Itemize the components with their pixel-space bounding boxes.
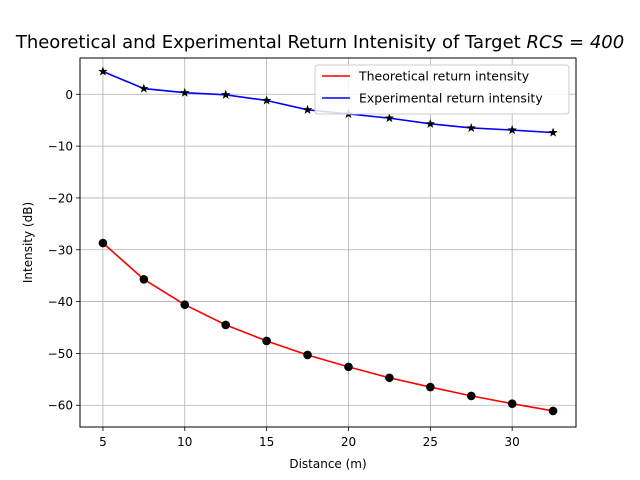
grid-layer bbox=[80, 58, 576, 427]
tick-layer: 5 10 15 20 25 30 −60 −50 −40 −30 −20 −10 0 bbox=[48, 88, 520, 449]
y-axis-label: Intensity (dB) bbox=[21, 202, 35, 283]
y-tick-label: −50 bbox=[48, 347, 73, 361]
data-point-theoretical bbox=[344, 362, 353, 372]
y-tick-label: −10 bbox=[48, 140, 73, 154]
legend-label-theoretical: Theoretical return intensity bbox=[358, 69, 530, 84]
data-point-experimental bbox=[220, 89, 231, 99]
chart-title: Theoretical and Experimental Return Inte… bbox=[15, 32, 624, 53]
data-point-theoretical bbox=[303, 350, 312, 360]
data-point-experimental bbox=[466, 122, 476, 133]
legend-box bbox=[314, 64, 570, 115]
data-point-experimental bbox=[425, 118, 436, 128]
legend-label-experimental: Experimental return intensity bbox=[359, 91, 543, 106]
data-point-experimental bbox=[384, 113, 395, 123]
x-tick-label: 30 bbox=[505, 435, 520, 449]
data-point-theoretical bbox=[139, 274, 149, 284]
x-tick-label: 10 bbox=[177, 435, 192, 449]
plot-frame bbox=[79, 57, 577, 428]
data-point-theoretical bbox=[426, 382, 435, 392]
y-tick-label: −40 bbox=[48, 295, 73, 309]
data-point-experimental bbox=[548, 127, 558, 137]
x-axis-label: Distance (m) bbox=[289, 457, 366, 471]
y-tick-label: 0 bbox=[65, 88, 73, 102]
series-line-theoretical bbox=[102, 242, 554, 412]
chart-title-plain: Theoretical and Experimental Return Inte… bbox=[15, 32, 527, 53]
x-tick-label: 25 bbox=[423, 435, 438, 449]
data-point-theoretical bbox=[98, 238, 108, 248]
data-point-theoretical bbox=[466, 391, 476, 401]
data-point-theoretical bbox=[507, 399, 517, 408]
data-point-experimental bbox=[139, 83, 149, 93]
data-point-experimental bbox=[98, 66, 108, 76]
legend: Theoretical return intensity Experimenta… bbox=[314, 64, 570, 115]
x-tick-label: 5 bbox=[99, 435, 107, 449]
data-point-experimental bbox=[507, 125, 517, 135]
y-tick-label: −20 bbox=[48, 191, 73, 205]
data-point-experimental bbox=[180, 87, 190, 97]
x-tick-label: 15 bbox=[259, 435, 274, 449]
y-tick-label: −30 bbox=[48, 243, 73, 257]
data-point-theoretical bbox=[262, 336, 271, 346]
data-point-experimental bbox=[261, 95, 272, 105]
y-tick-label: −60 bbox=[48, 399, 73, 413]
x-tick-label: 20 bbox=[341, 435, 356, 449]
chart-title-math: RCS = 400 bbox=[526, 32, 624, 53]
data-point-experimental bbox=[302, 104, 313, 114]
data-point-theoretical bbox=[385, 373, 394, 383]
data-point-theoretical bbox=[548, 406, 558, 416]
data-point-theoretical bbox=[180, 300, 190, 309]
data-point-theoretical bbox=[221, 320, 230, 330]
